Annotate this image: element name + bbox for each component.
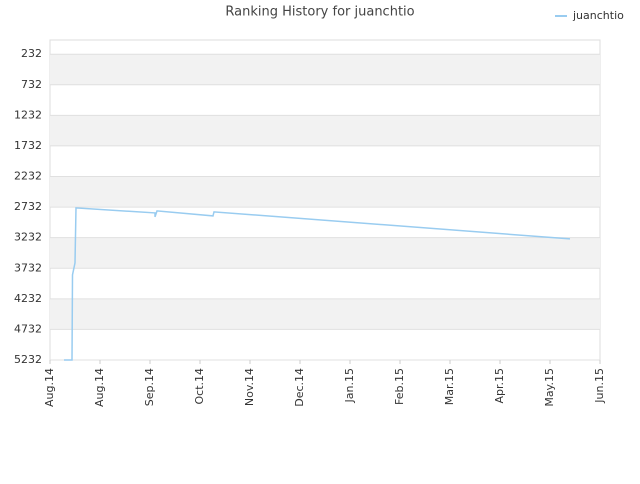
x-tick-label: Aug.14 (43, 368, 56, 407)
x-tick-label: Aug.14 (93, 368, 106, 407)
grid-band (50, 115, 600, 146)
y-tick-label: 3732 (14, 261, 42, 274)
y-tick-label: 2232 (14, 170, 42, 183)
y-tick-label: 732 (21, 78, 42, 91)
legend-label: juanchtio (572, 9, 624, 22)
y-tick-label: 1732 (14, 139, 42, 152)
chart-title: Ranking History for juanchtio (225, 5, 414, 20)
y-tick-label: 1232 (14, 108, 42, 121)
x-tick-label: Jan.15 (343, 368, 356, 403)
y-tick-label: 4232 (14, 292, 42, 305)
grid-band (50, 298, 600, 330)
y-tick-label: 4732 (14, 322, 42, 335)
x-tick-label: Mar.15 (443, 368, 456, 405)
x-tick-label: Nov.14 (243, 368, 256, 406)
y-tick-label: 232 (21, 47, 42, 60)
x-tick-label: Dec.14 (293, 368, 306, 407)
y-tick-label: 5232 (14, 353, 42, 366)
x-tick-label: Feb.15 (393, 368, 406, 405)
x-tick-label: Apr.15 (493, 368, 506, 404)
series-line (64, 207, 571, 361)
x-tick-label: Oct.14 (193, 368, 206, 405)
x-tick-label: Sep.14 (143, 368, 156, 406)
grid-band (50, 176, 600, 208)
grid-band (50, 54, 600, 85)
y-tick-label: 3232 (14, 231, 42, 244)
x-tick-label: Jun.15 (593, 368, 606, 404)
x-tick-label: May.15 (543, 368, 556, 407)
grid-band (50, 237, 600, 269)
y-tick-label: 2732 (14, 200, 42, 213)
